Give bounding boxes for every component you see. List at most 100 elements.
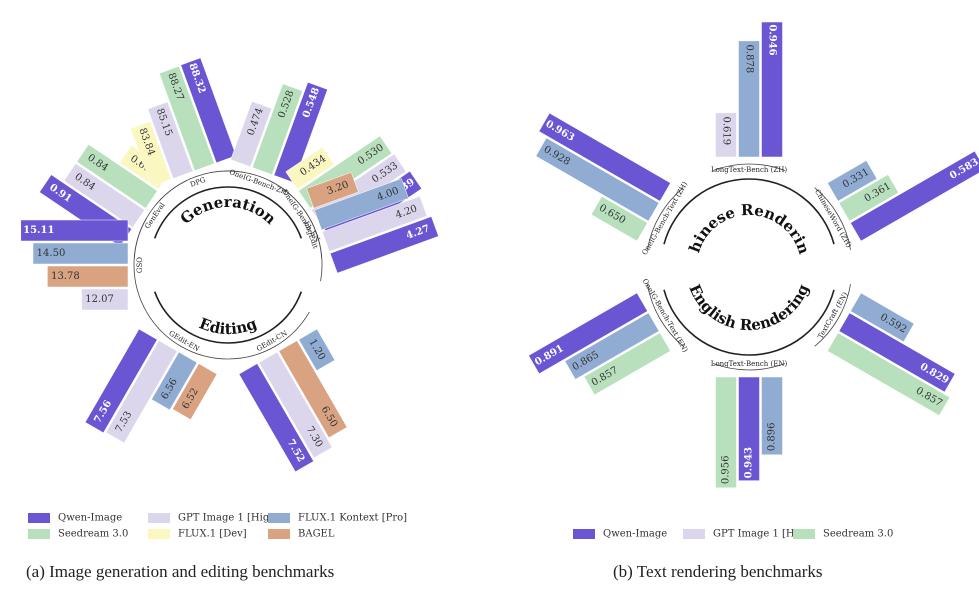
bar-geneval-gpt-image-1-high bbox=[63, 163, 145, 228]
legend-right: Qwen-Image GPT Image 1 [High] Seedream 3.0 bbox=[573, 529, 893, 540]
bar-textcraft-en-flux-1-kontext-pro bbox=[850, 292, 915, 343]
bar-value-label: 12.07 bbox=[85, 294, 114, 305]
legend-swatch-seedream-3-0 bbox=[793, 529, 815, 539]
caption-right: (b) Text rendering benchmarks bbox=[613, 562, 823, 581]
caption-left: (a) Image generation and editing benchma… bbox=[26, 562, 335, 581]
bar-longtext-bench-zh-qwen-image bbox=[761, 21, 783, 158]
legend-label-qwen-image: Qwen-Image bbox=[58, 513, 122, 524]
bar-gedit-en-flux-1-kontext-pro bbox=[151, 351, 198, 411]
legend-swatch-qwen-image bbox=[28, 513, 50, 523]
legend-label-flux-1-dev: FLUX.1 [Dev] bbox=[178, 529, 247, 540]
benchmark-separator bbox=[814, 187, 851, 250]
bar-longtext-bench-en-seedream-3-0 bbox=[715, 376, 737, 489]
benchmark-label: DPG bbox=[189, 176, 207, 189]
bar-gedit-en-bagel bbox=[172, 363, 218, 420]
bar-oneig-bench-text-zh-flux-1-kontext-pro bbox=[535, 137, 660, 222]
bar-value-label: 14.50 bbox=[37, 248, 66, 259]
bar-dpg-flux-1-dev bbox=[130, 121, 172, 187]
benchmark-separator bbox=[228, 311, 310, 360]
benchmark-separator bbox=[712, 163, 786, 171]
group-title-generation: Generation bbox=[177, 193, 280, 228]
bar-imgedit-flux-1-kontext-pro bbox=[314, 178, 409, 231]
benchmark-separator bbox=[647, 284, 684, 347]
legend-label-flux-1-kontext-pro: FLUX.1 Kontext [Pro] bbox=[298, 513, 407, 524]
benchmark-gso: GSO 12.07 13.78 14.50 15.11 bbox=[20, 217, 147, 313]
group-arc-chinese-rendering bbox=[663, 178, 835, 245]
benchmark-separator bbox=[647, 187, 684, 250]
bar-gso-qwen-image bbox=[20, 219, 129, 242]
bar-textcraft-en-seedream-3-0 bbox=[827, 332, 951, 416]
bar-oneig-bench-text-en-seedream-3-0 bbox=[583, 332, 671, 396]
bar-dpg-seedream-3-0 bbox=[158, 65, 215, 172]
bar-oneig-bench-zh-qwen-image bbox=[273, 81, 328, 183]
bar-dpg-gpt-image-1-high bbox=[147, 101, 194, 179]
bar-gedit-cn-bagel bbox=[278, 340, 348, 439]
bar-value-label: 0.619 bbox=[721, 117, 732, 146]
bar-longtext-bench-zh-gpt-image-1-high bbox=[715, 112, 737, 158]
group-title-text: Generation bbox=[177, 193, 280, 228]
group-arc-generation bbox=[153, 186, 303, 239]
bar-value-label: 0.878 bbox=[744, 45, 755, 74]
benchmark-gedit-en: GEdit-EN6.526.567.537.56 bbox=[84, 311, 228, 444]
legend-label-gpt-image-1-high: GPT Image 1 [High] bbox=[178, 513, 280, 524]
legend-label-seedream-3-0: Seedream 3.0 bbox=[58, 529, 128, 540]
bar-oneig-bench-text-en-flux-1-kontext-pro bbox=[564, 312, 660, 380]
bar-gedit-cn-flux-1-kontext-pro bbox=[298, 328, 336, 371]
bar-chineseword-zh-seedream-3-0 bbox=[838, 174, 899, 222]
legend-swatch-bagel bbox=[268, 529, 290, 539]
bar-chineseword-zh-qwen-image bbox=[850, 150, 979, 242]
legend-swatch-seedream-3-0 bbox=[28, 529, 50, 539]
bar-longtext-bench-en-qwen-image bbox=[738, 376, 760, 481]
bar-value-label: 0.956 bbox=[721, 455, 732, 484]
legend-swatch-gpt-image-1-high bbox=[148, 513, 170, 523]
bar-gedit-cn-gpt-image-1-high bbox=[258, 351, 333, 459]
panel-right: Chinese RenderingOneIG-Bench-Text (ZH)0.… bbox=[0, 0, 979, 489]
benchmark-longtext-bench-en: LongText-Bench (EN) 0.896 0.943 0.956 bbox=[711, 360, 788, 489]
legend-label-gpt-image-1-high: GPT Image 1 [High] bbox=[713, 529, 815, 540]
group-title-text: English Rendering bbox=[685, 281, 812, 334]
legend-left: Qwen-Image GPT Image 1 [High] FLUX.1 Konte… bbox=[28, 513, 407, 540]
legend-label-qwen-image: Qwen-Image bbox=[603, 529, 667, 540]
legend-swatch-qwen-image bbox=[573, 529, 595, 539]
bar-textcraft-en-qwen-image bbox=[838, 312, 956, 393]
bar-oneig-bench-zh-seedream-3-0 bbox=[252, 83, 303, 175]
benchmark-label: GSO bbox=[136, 257, 144, 273]
bar-gedit-en-qwen-image bbox=[84, 328, 158, 434]
benchmark-separator bbox=[814, 284, 851, 347]
bar-oneig-bench-text-en-qwen-image bbox=[528, 292, 648, 375]
bar-longtext-bench-en-flux-1-kontext-pro bbox=[761, 376, 783, 456]
bar-oneig-bench-text-zh-qwen-image bbox=[538, 112, 671, 202]
bar-gedit-cn-qwen-image bbox=[238, 363, 314, 473]
group-title-english-rendering: English Rendering bbox=[685, 281, 812, 334]
benchmark-longtext-bench-zh: LongText-Bench (ZH) 0.619 0.878 0.946 bbox=[711, 21, 787, 174]
benchmark-separator bbox=[146, 311, 228, 360]
bar-imgedit-bagel bbox=[306, 171, 359, 209]
bar-dpg-qwen-image bbox=[180, 57, 237, 164]
group-arc-english-rendering bbox=[663, 289, 835, 356]
group-title-editing: Editing bbox=[197, 314, 260, 338]
bar-longtext-bench-zh-flux-1-kontext-pro bbox=[738, 40, 760, 158]
benchmark-label: LongText-Bench (EN) bbox=[711, 360, 788, 368]
legend-label-bagel: BAGEL bbox=[298, 529, 335, 540]
bar-oneig-bench-en-flux-1-dev bbox=[285, 146, 335, 190]
bar-value-label: 13.78 bbox=[51, 271, 80, 282]
bar-gso-flux-1-kontext-pro bbox=[32, 242, 129, 265]
bar-geneval-seedream-3-0 bbox=[76, 144, 158, 209]
bar-value-label: 0.946 bbox=[767, 24, 778, 55]
benchmark-label: LongText-Bench (ZH) bbox=[711, 166, 787, 174]
bar-oneig-bench-zh-gpt-image-1-high bbox=[230, 100, 272, 168]
legend-label-seedream-3-0: Seedream 3.0 bbox=[823, 529, 893, 540]
group-title-text: Editing bbox=[197, 314, 260, 338]
benchmark-separator bbox=[288, 192, 323, 282]
legend-swatch-flux-1-kontext-pro bbox=[268, 513, 290, 523]
bar-value-label: 0.896 bbox=[767, 422, 778, 451]
bar-gso-bagel bbox=[47, 265, 129, 288]
